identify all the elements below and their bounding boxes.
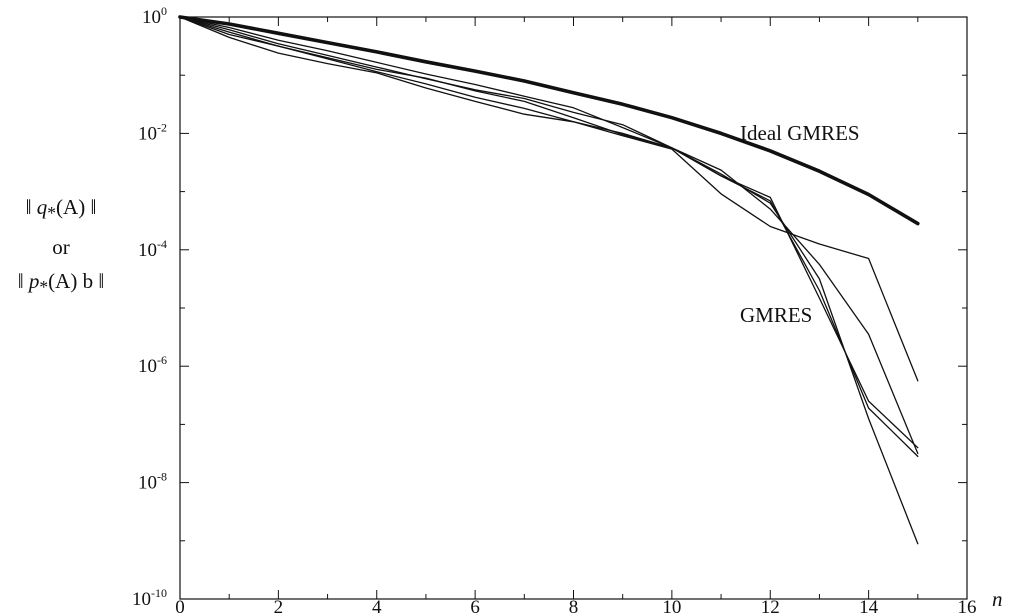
x-tick-label: 12 [761,597,780,616]
y-tick-label: 100 [142,4,167,28]
x-tick-label: 0 [175,597,185,616]
x-tick-label: 8 [569,597,579,616]
y-axis-label-line-2: or [52,235,70,260]
y-axis-label: ‖ q*(A) ‖ or ‖ p*(A) b ‖ [0,190,122,304]
x-axis-label: n [992,587,1003,611]
series-line-gmres-4 [179,16,919,455]
series-line-gmres-2 [179,16,919,449]
y-axis-label-line-3: ‖ p*(A) b ‖ [17,269,105,298]
series-line-gmres-3 [179,16,919,458]
annotation-ideal-gmres: Ideal GMRES [740,121,860,145]
y-tick-label: 10-8 [138,470,167,494]
x-tick-label: 6 [470,597,480,616]
plot-frame [179,16,968,600]
series-line-gmres-1 [179,16,919,382]
x-tick-label: 14 [859,597,879,616]
y-tick-label: 10-2 [138,120,167,144]
x-tick-label: 16 [958,597,977,616]
y-tick-label: 10-10 [132,586,167,610]
x-tick-label: 2 [274,597,284,616]
series-line-ideal-gmres [178,15,920,226]
axis-ticks [179,16,968,600]
annotation-gmres: GMRES [740,303,812,327]
axis-tick-labels: 0 2 4 6 8 10 12 14 16 100 10-2 10-4 10-6 10-8 10-10 [132,4,977,616]
x-tick-label: 4 [372,597,382,616]
series-lines [178,15,920,545]
y-axis-label-line-1: ‖ q*(A) ‖ [25,195,97,224]
series-line-gmres-5 [179,16,919,545]
y-tick-label: 10-6 [138,353,167,377]
y-tick-label: 10-4 [138,237,167,261]
x-tick-label: 10 [662,597,681,616]
